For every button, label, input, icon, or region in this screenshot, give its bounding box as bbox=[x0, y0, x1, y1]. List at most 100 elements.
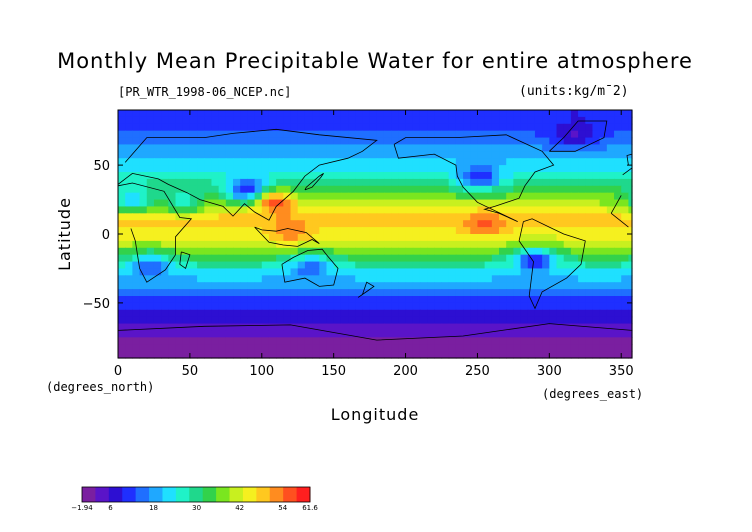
heatmap-cell bbox=[355, 309, 364, 318]
heatmap-cell bbox=[312, 110, 320, 118]
north-america-outline bbox=[393, 134, 555, 222]
heatmap-cell bbox=[570, 337, 579, 345]
heatmap-cell bbox=[204, 275, 213, 283]
heatmap-cell bbox=[376, 344, 385, 352]
heatmap-cell bbox=[405, 227, 414, 235]
heatmap-cell bbox=[146, 234, 155, 242]
heatmap-cell bbox=[549, 309, 558, 318]
heatmap-cell bbox=[312, 330, 320, 338]
heatmap-cell bbox=[513, 309, 522, 318]
heatmap-cell bbox=[276, 351, 284, 359]
colorbar-tick-label: 6 bbox=[108, 504, 113, 512]
heatmap-cell bbox=[405, 151, 414, 159]
heatmap-cell bbox=[276, 172, 284, 180]
heatmap-cell bbox=[491, 220, 500, 228]
heatmap-cell bbox=[470, 185, 479, 194]
heatmap-cell bbox=[175, 144, 184, 152]
heatmap-cell bbox=[254, 137, 263, 146]
heatmap-cell bbox=[441, 165, 450, 173]
heatmap-cell bbox=[513, 220, 522, 228]
heatmap-cell bbox=[161, 247, 169, 256]
heatmap-cell bbox=[434, 351, 443, 359]
heatmap-cell bbox=[383, 137, 392, 146]
heatmap-cell bbox=[491, 178, 500, 187]
heatmap-cell bbox=[484, 254, 493, 263]
heatmap-cell bbox=[326, 344, 335, 352]
heatmap-cell bbox=[197, 213, 205, 221]
heatmap-cell bbox=[455, 158, 464, 166]
heatmap-cell bbox=[233, 351, 241, 359]
heatmap-cell bbox=[283, 240, 292, 249]
heatmap-cell bbox=[211, 254, 220, 263]
heatmap-cell bbox=[240, 158, 248, 166]
heatmap-cell bbox=[261, 172, 270, 180]
heatmap-cell bbox=[290, 130, 299, 139]
heatmap-cell bbox=[132, 213, 141, 221]
heatmap-cell bbox=[211, 185, 220, 194]
heatmap-cell bbox=[621, 323, 630, 332]
heatmap-cell bbox=[412, 302, 421, 311]
heatmap-cell bbox=[146, 116, 155, 125]
heatmap-cell bbox=[491, 268, 500, 276]
heatmap-cell bbox=[499, 282, 507, 290]
heatmap-cell bbox=[161, 296, 169, 304]
heatmap-cell bbox=[240, 351, 248, 359]
heatmap-cell bbox=[125, 130, 133, 139]
heatmap-cell bbox=[348, 165, 356, 173]
heatmap-cell bbox=[578, 316, 586, 325]
heatmap-cell bbox=[319, 344, 328, 352]
heatmap-cell bbox=[448, 261, 457, 270]
heatmap-cell bbox=[398, 172, 407, 180]
heatmap-cell bbox=[189, 178, 198, 187]
heatmap-cell bbox=[319, 247, 328, 256]
heatmap-cell bbox=[520, 330, 529, 338]
heatmap-cell bbox=[534, 227, 543, 235]
heatmap-cell bbox=[312, 199, 320, 208]
heatmap-cell bbox=[419, 296, 428, 304]
heatmap-cell bbox=[348, 192, 356, 201]
heatmap-cell bbox=[455, 234, 464, 242]
heatmap-cell bbox=[592, 213, 601, 221]
heatmap-cell bbox=[606, 199, 615, 208]
heatmap-cell bbox=[578, 296, 586, 304]
heatmap-cell bbox=[477, 192, 486, 201]
heatmap-cell bbox=[218, 144, 227, 152]
heatmap-cell bbox=[621, 165, 630, 173]
heatmap-cell bbox=[549, 254, 558, 263]
heatmap-cell bbox=[146, 330, 155, 338]
heatmap-cell bbox=[290, 261, 299, 270]
heatmap-cell bbox=[297, 178, 306, 187]
heatmap-cell bbox=[455, 220, 464, 228]
heatmap-cell bbox=[506, 296, 514, 304]
heatmap-cell bbox=[621, 199, 630, 208]
heatmap-cell bbox=[355, 282, 364, 290]
heatmap-cell bbox=[383, 123, 392, 132]
heatmap-cell bbox=[161, 199, 169, 208]
heatmap-cell bbox=[592, 282, 601, 290]
heatmap-cell bbox=[527, 261, 536, 270]
heatmap-cell bbox=[506, 302, 514, 311]
heatmap-cell bbox=[240, 323, 248, 332]
heatmap-cell bbox=[197, 344, 205, 352]
heatmap-cell bbox=[549, 137, 558, 146]
heatmap-cell bbox=[240, 247, 248, 256]
heatmap-cell bbox=[506, 337, 514, 345]
heatmap-cell bbox=[534, 316, 543, 325]
heatmap-cell bbox=[168, 199, 177, 208]
heatmap-cell bbox=[197, 158, 205, 166]
heatmap-cell bbox=[499, 309, 507, 318]
heatmap-cell bbox=[520, 254, 529, 263]
heatmap-cell bbox=[578, 337, 586, 345]
heatmap-cell bbox=[218, 254, 227, 263]
heatmap-cell bbox=[247, 330, 256, 338]
heatmap-cell bbox=[463, 275, 471, 283]
heatmap-cell bbox=[542, 337, 550, 345]
heatmap-cell bbox=[405, 275, 414, 283]
heatmap-cell bbox=[419, 220, 428, 228]
heatmap-cell bbox=[204, 227, 213, 235]
heatmap-cell bbox=[132, 275, 141, 283]
heatmap-cell bbox=[139, 151, 148, 159]
heatmap-cell bbox=[542, 344, 550, 352]
heatmap-cell bbox=[434, 323, 443, 332]
heatmap-cell bbox=[132, 344, 141, 352]
